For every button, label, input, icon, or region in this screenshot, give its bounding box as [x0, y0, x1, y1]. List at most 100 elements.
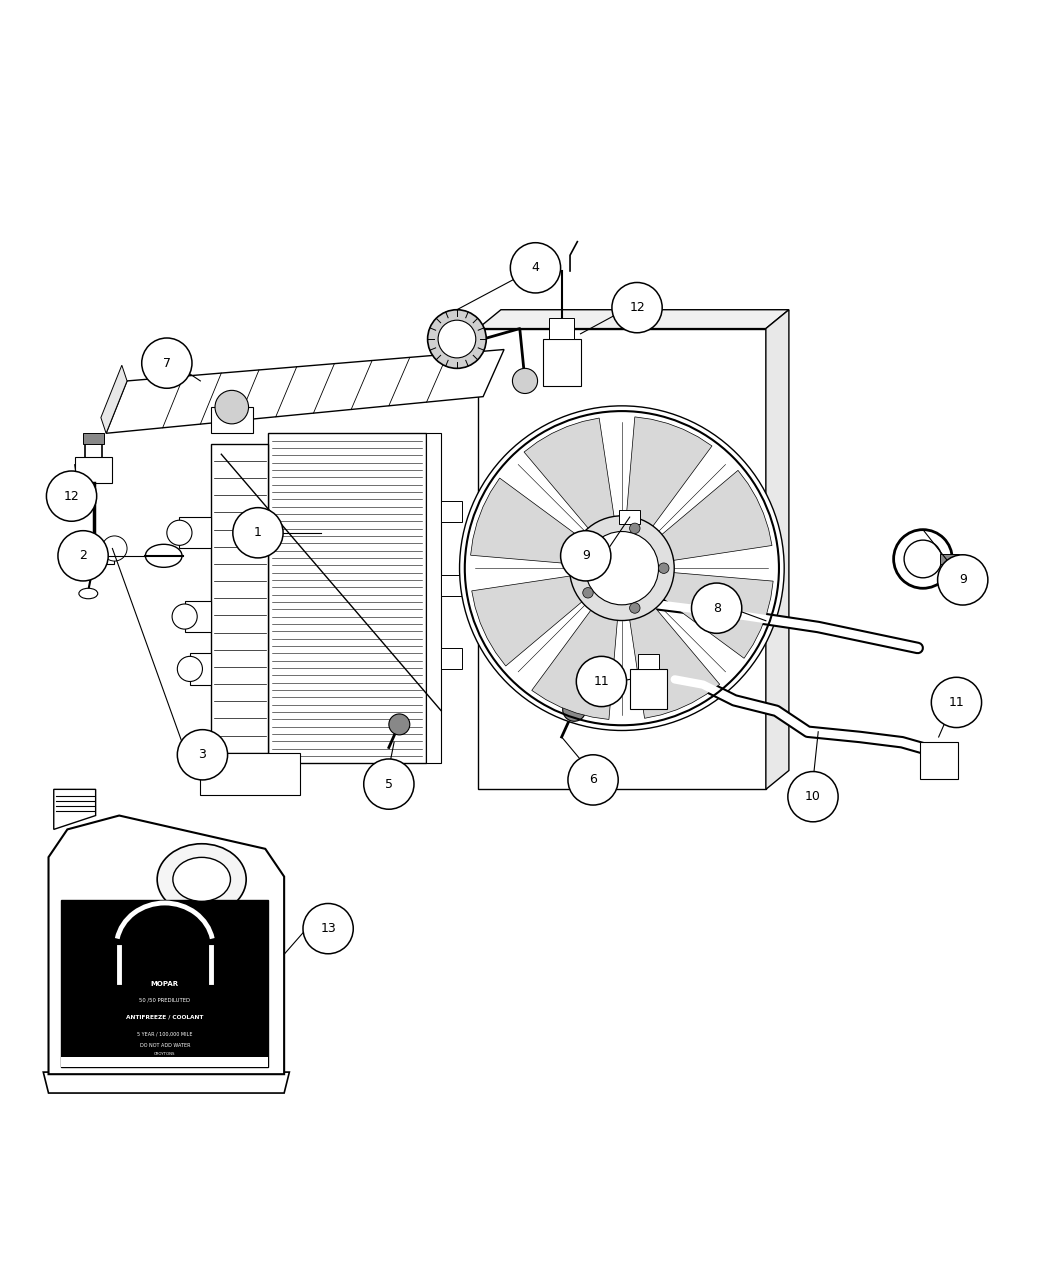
FancyBboxPatch shape	[75, 458, 112, 482]
Polygon shape	[626, 590, 719, 718]
FancyBboxPatch shape	[185, 601, 211, 632]
Circle shape	[363, 759, 414, 810]
Ellipse shape	[173, 857, 230, 901]
Circle shape	[894, 529, 952, 588]
Circle shape	[512, 368, 538, 394]
Circle shape	[788, 771, 838, 822]
Text: 50 /50 PREDILUTED: 50 /50 PREDILUTED	[140, 998, 190, 1002]
Circle shape	[576, 657, 627, 706]
Text: ANTIFREEZE / COOLANT: ANTIFREEZE / COOLANT	[126, 1015, 204, 1020]
Polygon shape	[765, 310, 789, 789]
FancyBboxPatch shape	[441, 648, 462, 669]
Circle shape	[569, 516, 674, 621]
Text: 1: 1	[254, 527, 261, 539]
Circle shape	[46, 470, 97, 521]
Text: 10: 10	[805, 790, 821, 803]
Text: MOPAR: MOPAR	[151, 980, 178, 987]
FancyBboxPatch shape	[83, 434, 104, 444]
Circle shape	[303, 904, 353, 954]
Text: 9: 9	[959, 574, 967, 586]
Polygon shape	[106, 349, 504, 434]
Text: 5: 5	[385, 778, 393, 790]
Circle shape	[233, 507, 284, 558]
Text: 11: 11	[948, 696, 964, 709]
Polygon shape	[48, 816, 285, 1075]
Text: 5 YEAR / 100,000 MILE: 5 YEAR / 100,000 MILE	[136, 1031, 192, 1037]
Polygon shape	[470, 478, 598, 566]
Polygon shape	[645, 470, 772, 564]
Text: 3: 3	[198, 748, 207, 761]
Circle shape	[612, 283, 663, 333]
Circle shape	[692, 583, 741, 634]
Circle shape	[630, 603, 640, 613]
FancyBboxPatch shape	[269, 434, 425, 764]
Text: DO NOT ADD WATER: DO NOT ADD WATER	[140, 1043, 190, 1048]
Text: 4: 4	[531, 261, 540, 274]
Circle shape	[583, 588, 593, 598]
Text: CROYTONS: CROYTONS	[154, 1052, 175, 1056]
FancyBboxPatch shape	[211, 444, 269, 752]
Circle shape	[142, 338, 192, 389]
Circle shape	[583, 538, 593, 548]
Text: 13: 13	[320, 922, 336, 935]
Circle shape	[102, 536, 127, 561]
Text: 9: 9	[582, 550, 590, 562]
Circle shape	[563, 699, 586, 722]
Circle shape	[177, 729, 228, 780]
Text: 12: 12	[629, 301, 645, 314]
Polygon shape	[646, 571, 773, 658]
FancyBboxPatch shape	[211, 407, 253, 434]
FancyBboxPatch shape	[940, 553, 959, 565]
FancyBboxPatch shape	[611, 524, 649, 565]
Text: 6: 6	[589, 774, 597, 787]
Polygon shape	[478, 310, 789, 329]
Polygon shape	[43, 1072, 290, 1093]
FancyBboxPatch shape	[478, 329, 765, 789]
FancyBboxPatch shape	[638, 654, 659, 669]
Ellipse shape	[158, 844, 246, 915]
Circle shape	[585, 532, 658, 604]
Text: 7: 7	[163, 357, 171, 370]
Ellipse shape	[79, 588, 98, 599]
FancyBboxPatch shape	[61, 1057, 269, 1067]
Text: 8: 8	[713, 602, 720, 615]
Circle shape	[427, 310, 486, 368]
Circle shape	[438, 320, 476, 358]
Circle shape	[172, 604, 197, 629]
Polygon shape	[625, 417, 712, 544]
Circle shape	[938, 555, 988, 606]
FancyBboxPatch shape	[190, 653, 211, 685]
Circle shape	[388, 714, 410, 734]
Circle shape	[630, 523, 640, 533]
Text: 12: 12	[64, 490, 80, 502]
Text: 2: 2	[79, 550, 87, 562]
Polygon shape	[531, 592, 619, 719]
Circle shape	[167, 520, 192, 546]
FancyBboxPatch shape	[201, 752, 300, 794]
Circle shape	[658, 564, 669, 574]
Ellipse shape	[145, 544, 182, 567]
Circle shape	[215, 390, 249, 423]
Circle shape	[510, 242, 561, 293]
Polygon shape	[54, 789, 96, 830]
Circle shape	[568, 755, 618, 805]
Circle shape	[904, 541, 942, 578]
Polygon shape	[524, 418, 617, 546]
FancyBboxPatch shape	[180, 518, 211, 548]
FancyBboxPatch shape	[630, 669, 668, 709]
FancyBboxPatch shape	[441, 575, 462, 595]
FancyBboxPatch shape	[920, 742, 958, 779]
Circle shape	[58, 530, 108, 581]
FancyBboxPatch shape	[620, 510, 640, 524]
Circle shape	[931, 677, 982, 728]
Text: 11: 11	[593, 674, 609, 688]
FancyBboxPatch shape	[72, 541, 114, 565]
Polygon shape	[471, 572, 600, 666]
FancyBboxPatch shape	[441, 501, 462, 523]
Circle shape	[460, 405, 784, 731]
Polygon shape	[101, 365, 127, 434]
FancyBboxPatch shape	[549, 317, 574, 339]
Circle shape	[177, 657, 203, 681]
FancyBboxPatch shape	[61, 900, 269, 1067]
Circle shape	[561, 530, 611, 581]
